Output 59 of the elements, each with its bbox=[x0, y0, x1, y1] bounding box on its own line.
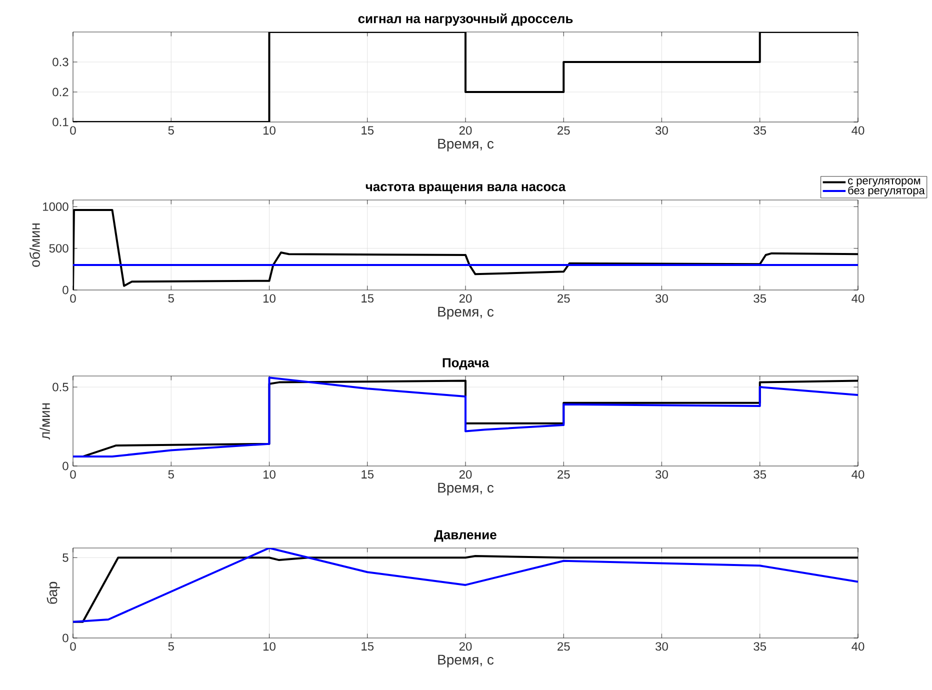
y-axis-title: бар bbox=[46, 582, 60, 604]
x-tick-label: 30 bbox=[656, 126, 668, 135]
x-tick-label: 15 bbox=[362, 126, 374, 135]
legend-label: без регулятора bbox=[848, 186, 925, 196]
x-tick-label: 15 bbox=[362, 642, 374, 651]
x-axis-title: Время, с bbox=[438, 138, 494, 152]
x-tick-label: 10 bbox=[263, 470, 276, 479]
y-axis-title: об/мин bbox=[30, 224, 40, 267]
x-tick-label: 25 bbox=[558, 642, 570, 651]
y-tick-label: 0.5 bbox=[52, 382, 68, 392]
x-tick-label: 0 bbox=[70, 294, 76, 303]
y-tick-label: 0 bbox=[62, 462, 68, 470]
x-tick-label: 20 bbox=[459, 642, 472, 651]
x-tick-label: 5 bbox=[168, 470, 174, 479]
y-tick-label: 0.3 bbox=[52, 58, 68, 66]
chart-title: частота вращения вала насоса bbox=[366, 184, 566, 194]
x-tick-label: 40 bbox=[852, 470, 864, 479]
x-tick-label: 5 bbox=[168, 642, 174, 651]
x-tick-label: 20 bbox=[459, 294, 472, 303]
x-tick-label: 10 bbox=[263, 126, 276, 135]
x-tick-label: 15 bbox=[362, 294, 374, 303]
x-tick-label: 0 bbox=[70, 126, 76, 135]
x-tick-label: 35 bbox=[754, 642, 766, 651]
x-tick-label: 0 bbox=[70, 470, 76, 479]
y-tick-label: 0.2 bbox=[52, 88, 68, 96]
y-tick-label: 0 bbox=[62, 634, 68, 642]
x-tick-label: 25 bbox=[558, 294, 570, 303]
x-tick-label: 30 bbox=[656, 294, 668, 303]
y-axis-title: л/мин bbox=[40, 403, 50, 440]
chart-title: сигнал на нагрузочный дроссель bbox=[358, 13, 573, 26]
x-tick-label: 20 bbox=[459, 126, 472, 135]
x-tick-label: 5 bbox=[168, 126, 174, 135]
x-tick-label: 0 bbox=[70, 642, 76, 651]
x-tick-label: 5 bbox=[168, 294, 174, 303]
y-tick-label: 5 bbox=[62, 553, 68, 562]
x-tick-label: 30 bbox=[656, 470, 668, 479]
x-tick-label: 10 bbox=[263, 642, 276, 651]
x-tick-label: 40 bbox=[852, 294, 864, 303]
legend-label: с регулятором bbox=[848, 178, 920, 187]
x-tick-label: 40 bbox=[852, 642, 864, 651]
y-tick-label: 500 bbox=[49, 244, 68, 253]
y-tick-label: 1000 bbox=[43, 202, 68, 211]
chart-title: Давление bbox=[434, 530, 496, 542]
x-axis-title: Время, с bbox=[438, 306, 494, 320]
x-tick-label: 35 bbox=[754, 126, 766, 135]
x-axis-title: Время, с bbox=[438, 482, 494, 496]
x-tick-label: 40 bbox=[852, 126, 864, 135]
x-axis-title: Время, с bbox=[438, 654, 494, 668]
x-tick-label: 20 bbox=[459, 470, 472, 479]
y-tick-label: 0.1 bbox=[52, 118, 68, 126]
x-tick-label: 35 bbox=[754, 294, 766, 303]
x-tick-label: 35 bbox=[754, 470, 766, 479]
x-tick-label: 25 bbox=[558, 470, 570, 479]
x-tick-label: 30 bbox=[656, 642, 668, 651]
x-tick-label: 10 bbox=[263, 294, 276, 303]
x-tick-label: 15 bbox=[362, 470, 374, 479]
y-tick-label: 0 bbox=[62, 286, 68, 294]
x-tick-label: 25 bbox=[558, 126, 570, 135]
chart-title: Подача bbox=[442, 358, 490, 370]
